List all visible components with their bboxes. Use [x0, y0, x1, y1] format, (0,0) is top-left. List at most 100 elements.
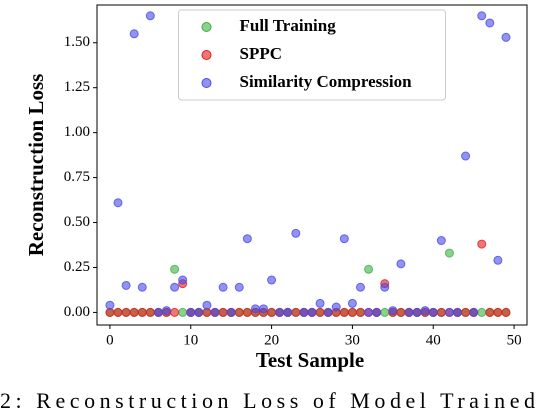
point [315, 298, 325, 308]
point [170, 307, 180, 317]
point [396, 307, 406, 317]
point [461, 151, 471, 161]
point [501, 307, 511, 317]
legend-marker [201, 78, 212, 88]
x-tick-label: 20 [264, 332, 279, 348]
point [477, 239, 487, 249]
legend-label: SPPC [240, 44, 283, 63]
point [444, 248, 454, 258]
point [372, 307, 382, 317]
point [307, 307, 317, 317]
legend-marker [201, 22, 212, 32]
point [347, 307, 357, 317]
point [105, 300, 115, 310]
point [267, 307, 277, 317]
point [323, 307, 333, 317]
point [477, 11, 487, 21]
legend-label: Similarity Compression [240, 72, 413, 91]
point [477, 307, 487, 317]
point [436, 307, 446, 317]
x-axis-label: Test Sample [256, 348, 364, 372]
y-tick-label: 1.50 [64, 34, 90, 50]
point [485, 18, 495, 28]
y-tick-label: 0.25 [64, 259, 90, 275]
point [210, 307, 220, 317]
point [162, 306, 172, 316]
point [380, 307, 390, 317]
point [194, 307, 204, 317]
point [299, 307, 309, 317]
point [339, 307, 349, 317]
point [113, 198, 123, 208]
point [250, 304, 260, 314]
point [501, 32, 511, 42]
point [186, 307, 196, 317]
point [364, 264, 374, 274]
point [444, 307, 454, 317]
point [259, 304, 269, 314]
point [153, 307, 163, 317]
point [218, 307, 228, 317]
point [145, 307, 155, 317]
y-tick-label: 0.50 [64, 214, 90, 230]
legend-label: Full Training [240, 16, 337, 35]
point [129, 307, 139, 317]
point [436, 236, 446, 246]
point [170, 282, 180, 292]
point [420, 306, 430, 316]
point [178, 275, 188, 285]
point [331, 302, 341, 312]
point [355, 307, 365, 317]
point [267, 275, 277, 285]
legend-marker [201, 50, 212, 60]
point [218, 282, 228, 292]
point [364, 307, 374, 317]
point [461, 307, 471, 317]
x-tick-label: 50 [507, 332, 522, 348]
x-tick-label: 0 [106, 332, 114, 348]
y-tick-label: 1.25 [64, 79, 90, 95]
point [315, 307, 325, 317]
point [493, 307, 503, 317]
x-tick-label: 30 [345, 332, 360, 348]
point [283, 307, 293, 317]
point [121, 280, 131, 290]
point [121, 307, 131, 317]
point [137, 282, 147, 292]
point [291, 307, 301, 317]
x-tick-label: 10 [183, 332, 198, 348]
y-tick-label: 1.00 [64, 124, 90, 140]
point [388, 306, 398, 316]
point [226, 307, 236, 317]
x-tick-label: 40 [426, 332, 441, 348]
point [291, 228, 301, 238]
point [412, 307, 422, 317]
point [178, 307, 188, 317]
y-tick-label: 0.00 [64, 304, 90, 320]
point [347, 298, 357, 308]
point [242, 234, 252, 244]
point [339, 234, 349, 244]
point [137, 307, 147, 317]
point [234, 307, 244, 317]
y-axis-label: Reconstruction Loss [24, 74, 48, 257]
point [242, 307, 252, 317]
point [428, 307, 438, 317]
caption: 2: Reconstruction Loss of Model Trained [0, 388, 535, 408]
point [202, 300, 212, 310]
point [485, 307, 495, 317]
point [113, 307, 123, 317]
point [145, 11, 155, 21]
point [452, 307, 462, 317]
point [129, 29, 139, 39]
legend-box [178, 9, 446, 101]
point [493, 255, 503, 265]
plot-frame [96, 4, 528, 326]
point [275, 307, 285, 317]
point [380, 282, 390, 292]
point [469, 307, 479, 317]
point [404, 307, 414, 317]
point [396, 259, 406, 269]
y-tick-label: 0.75 [64, 169, 90, 185]
